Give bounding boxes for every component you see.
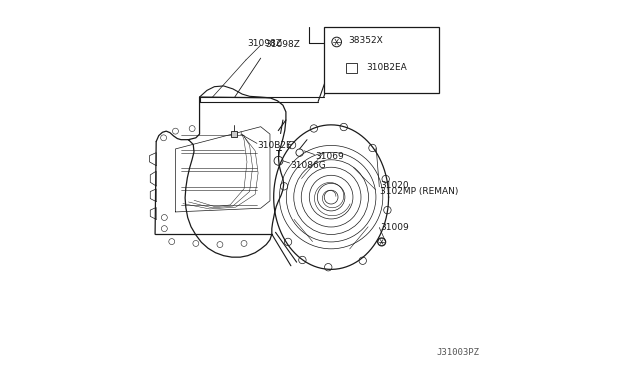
Bar	[230, 131, 237, 137]
Bar	[324, 27, 438, 93]
Text: 38352X: 38352X	[348, 36, 383, 45]
Text: 310B2EA: 310B2EA	[366, 64, 407, 73]
Text: 31069: 31069	[316, 152, 344, 161]
Text: 31086G: 31086G	[291, 161, 326, 170]
Text: 310B2E: 310B2E	[258, 141, 292, 151]
Text: J31003PZ: J31003PZ	[436, 348, 479, 357]
Text: 3102MP (REMAN): 3102MP (REMAN)	[380, 187, 458, 196]
Text: 31098Z: 31098Z	[265, 40, 300, 49]
Bar	[346, 63, 357, 73]
Text: 31098Z: 31098Z	[248, 39, 283, 48]
Text: 31009: 31009	[380, 223, 409, 232]
Text: 31020: 31020	[380, 181, 409, 190]
